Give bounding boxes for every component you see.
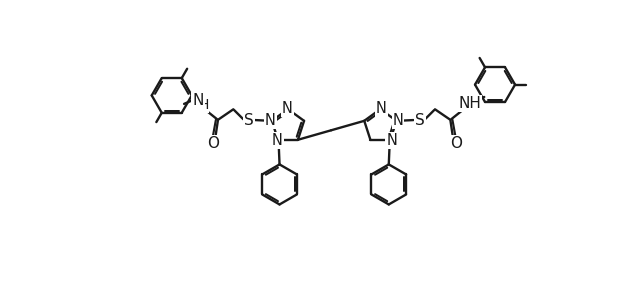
Text: S: S: [415, 113, 424, 127]
Text: N: N: [392, 113, 403, 127]
Text: N: N: [376, 101, 387, 116]
Text: H: H: [198, 98, 209, 113]
Text: NH: NH: [458, 96, 481, 110]
Text: N: N: [282, 101, 292, 116]
Text: N: N: [387, 133, 397, 148]
Text: N: N: [265, 113, 276, 127]
Text: N: N: [272, 133, 283, 148]
Text: S: S: [244, 113, 253, 127]
Text: O: O: [207, 136, 220, 151]
Text: N: N: [192, 93, 204, 108]
Text: O: O: [450, 136, 462, 151]
